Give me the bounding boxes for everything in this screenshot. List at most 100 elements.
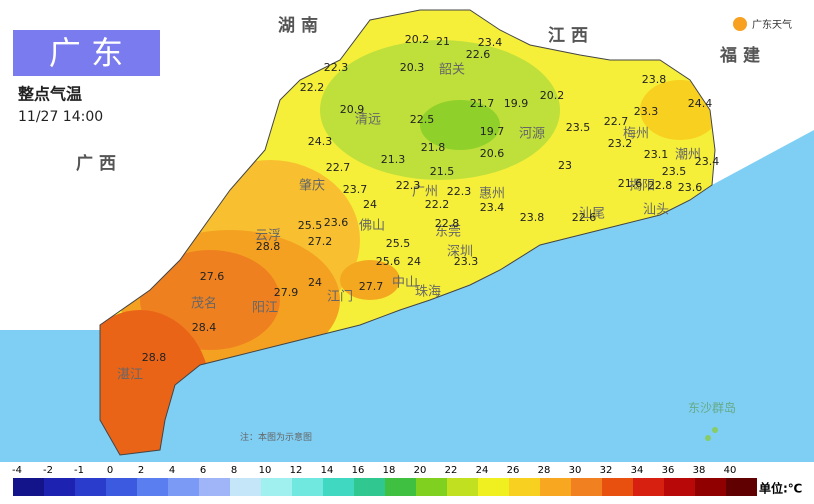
neighbor-label: 广 西 (76, 153, 116, 174)
temperature-reading: 23.4 (695, 155, 720, 168)
neighbor-label: 江 西 (548, 26, 588, 46)
legend-tick: 8 (231, 465, 237, 476)
legend-swatch (447, 478, 478, 496)
city-label: 惠州 (479, 187, 505, 202)
temperature-reading: 27.7 (359, 280, 384, 293)
temperature-reading: 24.3 (308, 135, 333, 148)
title-box (13, 30, 160, 76)
legend-swatch (137, 478, 168, 496)
legend-swatch (230, 478, 261, 496)
temperature-reading: 19.7 (480, 125, 505, 138)
legend-swatch (478, 478, 509, 496)
island (705, 435, 711, 441)
temperature-reading: 22.7 (604, 115, 629, 128)
legend-swatch (602, 478, 633, 496)
legend-swatch (168, 478, 199, 496)
legend-tick: 12 (290, 465, 303, 476)
legend-tick: 28 (538, 465, 551, 476)
temperature-reading: 23.6 (324, 216, 349, 229)
city-label: 肇庆 (299, 179, 325, 194)
legend-tick: 40 (724, 465, 737, 476)
legend-unit: 单位:℃ (759, 481, 802, 496)
legend-swatch (106, 478, 137, 496)
temperature-reading: 22.2 (300, 81, 325, 94)
legend-tick: 16 (352, 465, 365, 476)
neighbor-label: 湖 南 (278, 15, 318, 36)
temperature-reading: 19.9 (504, 97, 529, 110)
legend-tick: 22 (445, 465, 458, 476)
temperature-reading: 23.3 (454, 255, 479, 268)
legend-swatch (726, 478, 757, 496)
city-label: 韶关 (439, 62, 465, 78)
city-label: 云浮 (255, 229, 281, 244)
temperature-reading: 22.2 (425, 198, 450, 211)
island (712, 427, 718, 433)
title: 广 东 (49, 34, 123, 72)
legend-swatch (695, 478, 726, 496)
temperature-reading: 22.6 (572, 211, 597, 224)
temperature-reading: 20.2 (540, 89, 565, 102)
logo-icon (733, 17, 747, 31)
legend-swatch (261, 478, 292, 496)
city-label: 湛江 (117, 368, 143, 383)
temperature-reading: 22.8 (435, 217, 460, 230)
legend-tick: 0 (107, 465, 113, 476)
temperature-reading: 28.8 (256, 240, 281, 253)
legend-tick: 30 (569, 465, 582, 476)
city-label: 江门 (327, 290, 353, 305)
temperature-reading: 25.5 (298, 219, 323, 232)
islands: 东沙群岛 (688, 400, 736, 415)
temperature-reading: 23.4 (480, 201, 505, 214)
logo: 广东天气 (752, 18, 792, 31)
temperature-reading: 21 (436, 35, 450, 48)
city-label: 佛山 (359, 219, 385, 234)
legend-swatch (75, 478, 106, 496)
legend-swatch (292, 478, 323, 496)
legend-swatch (540, 478, 571, 496)
province-border (99, 9, 716, 456)
temperature-reading: 27.2 (308, 235, 333, 248)
temperature-reading: 23.5 (662, 165, 687, 178)
temperature-reading: 23.1 (644, 148, 669, 161)
legend-tick: 20 (414, 465, 427, 476)
temperature-reading: 22.8 (648, 179, 673, 192)
temperature-reading: 22.5 (410, 113, 435, 126)
legend-swatch (664, 478, 695, 496)
legend-swatch (13, 478, 44, 496)
city-label: 中山 (392, 276, 418, 291)
city-label: 河源 (519, 127, 545, 142)
city-label: 珠海 (415, 285, 441, 300)
subtitle: 整点气温 (17, 85, 82, 104)
temperature-reading: 23.2 (608, 137, 633, 150)
city-label: 清远 (355, 113, 381, 128)
legend-swatch (571, 478, 602, 496)
legend-tick: 4 (169, 465, 175, 476)
temperature-reading: 24 (363, 198, 377, 211)
temperature-reading: 20.6 (480, 147, 505, 160)
legend-tick: 14 (321, 465, 334, 476)
legend-tick: -1 (74, 465, 84, 476)
temperature-reading: 21.7 (470, 97, 495, 110)
legend-tick: 36 (662, 465, 675, 476)
temperature-reading: 25.5 (386, 237, 411, 250)
legend-tick: 32 (600, 465, 613, 476)
temperature-reading: 28.4 (192, 321, 217, 334)
city-label: 深圳 (447, 245, 473, 260)
temperature-reading: 27.6 (200, 270, 225, 283)
temperature-reading: 24 (407, 255, 421, 268)
temperature-reading: 22.3 (324, 61, 349, 74)
temperature-reading: 23.6 (678, 181, 703, 194)
temperature-reading: 22.6 (466, 48, 491, 61)
temperature-reading: 22.3 (396, 179, 421, 192)
temperature-reading: 20.2 (405, 33, 430, 46)
city-label: 阳江 (252, 301, 278, 316)
temperature-reading: 28.8 (142, 351, 167, 364)
city-label: 广州 (412, 185, 438, 200)
temperature-reading: 22.7 (326, 161, 351, 174)
legend-tick: -2 (43, 465, 53, 476)
temperature-reading: 22.3 (447, 185, 472, 198)
legend-tick: 38 (693, 465, 706, 476)
temperature-reading: 23.8 (642, 73, 667, 86)
time: 11/27 14:00 (18, 109, 103, 125)
